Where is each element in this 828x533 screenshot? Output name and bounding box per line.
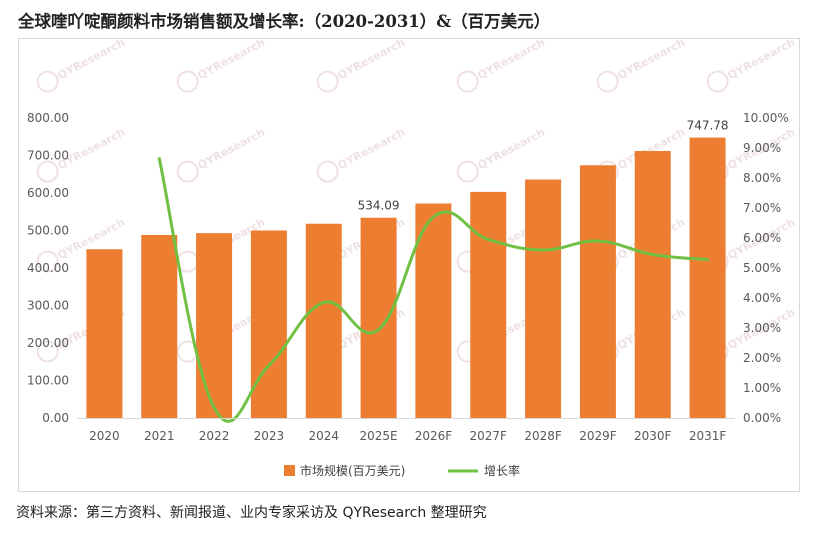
y-left-tick-label: 0.00: [42, 411, 69, 425]
y-left-tick-label: 700.00: [27, 149, 69, 163]
x-tick-label: 2025E: [360, 429, 398, 443]
legend: 市场规模(百万美元) 增长率: [284, 463, 520, 478]
combo-chart: QYResearch QYResearch QYResearch QYResearch…: [27, 36, 797, 478]
legend-swatch-bar: [284, 465, 295, 476]
y-right-tick-label: 4.00%: [743, 291, 781, 305]
y-right-tick-label: 1.00%: [743, 381, 781, 395]
bar-2025E: [360, 217, 397, 418]
legend-label-bar: 市场规模(百万美元): [300, 463, 405, 478]
watermark-logo-icon: [596, 70, 619, 93]
bar-2026F: [415, 203, 452, 418]
watermark-text: QYResearch: [475, 36, 547, 82]
watermark-text: QYResearch: [615, 36, 687, 82]
x-tick-label: 2030F: [634, 429, 672, 443]
watermark: QYResearch: [316, 126, 407, 183]
watermark-logo-icon: [316, 70, 339, 93]
watermark-logo-icon: [36, 160, 59, 183]
x-tick-label: 2020: [89, 429, 120, 443]
y-right-tick-label: 7.00%: [743, 201, 781, 215]
bar-2020: [86, 249, 123, 418]
watermark-logo-icon: [36, 340, 59, 363]
watermark: QYResearch: [176, 126, 267, 183]
watermark: QYResearch: [706, 36, 797, 93]
watermark-text: QYResearch: [335, 36, 407, 82]
bar-2031F: [689, 137, 726, 418]
chart-title: 全球喹吖啶酮颜料市场销售额及增长率:（2020-2031）&（百万美元）: [18, 12, 551, 31]
x-tick-label: 2024: [308, 429, 339, 443]
watermark-logo-icon: [456, 160, 479, 183]
watermark-logo-icon: [176, 70, 199, 93]
watermark-logo-icon: [706, 70, 729, 93]
bar-data-label: 747.78: [687, 119, 729, 133]
bar-2027F: [470, 191, 507, 418]
bar-2024: [305, 223, 342, 418]
bar-2022: [196, 233, 233, 418]
watermark: QYResearch: [176, 36, 267, 93]
watermark: QYResearch: [456, 126, 547, 183]
y-right-tick-label: 0.00%: [743, 411, 781, 425]
y-right-tick-label: 10.00%: [743, 111, 789, 125]
bar-data-label: 534.09: [358, 199, 400, 213]
growth-rate-line: [157, 157, 710, 423]
bar-2029F: [579, 165, 616, 418]
line-series: [157, 157, 710, 423]
watermark-text: QYResearch: [475, 126, 547, 172]
y-right-tick-label: 6.00%: [743, 231, 781, 245]
watermark-logo-icon: [36, 70, 59, 93]
watermark-text: QYResearch: [55, 36, 127, 82]
bar-2021: [141, 235, 178, 418]
x-tick-label: 2021: [144, 429, 175, 443]
y-left-tick-label: 200.00: [27, 336, 69, 350]
y-right-tick-label: 5.00%: [743, 261, 781, 275]
bar-2023: [250, 230, 287, 418]
x-tick-label: 2027F: [470, 429, 508, 443]
watermark-text: QYResearch: [725, 36, 797, 82]
x-tick-label: 2026F: [415, 429, 453, 443]
legend-label-line: 增长率: [484, 463, 520, 478]
bar-series: [86, 137, 726, 418]
y-left-tick-label: 100.00: [27, 374, 69, 388]
source-note: 资料来源：第三方资料、新闻报道、业内专家采访及 QYResearch 整理研究: [16, 505, 487, 521]
data-labels: 534.09 747.78: [358, 119, 729, 213]
watermark: QYResearch: [456, 36, 547, 93]
y-left-tick-label: 300.00: [27, 299, 69, 313]
x-tick-label: 2023: [254, 429, 285, 443]
x-tick-label: 2022: [199, 429, 230, 443]
chart-frame: [18, 38, 800, 492]
watermark-logo-icon: [176, 160, 199, 183]
x-tick-label: 2031F: [689, 429, 727, 443]
watermark-text: QYResearch: [335, 126, 407, 172]
watermark: QYResearch: [596, 36, 687, 93]
watermark-logo-icon: [316, 160, 339, 183]
y-right-tick-label: 9.00%: [743, 141, 781, 155]
watermark: QYResearch: [316, 36, 407, 93]
y-left-tick-label: 500.00: [27, 224, 69, 238]
x-tick-label: 2028F: [524, 429, 562, 443]
y-right-tick-label: 8.00%: [743, 171, 781, 185]
bar-2028F: [525, 179, 562, 418]
watermark-logo-icon: [36, 250, 59, 273]
y-right-tick-label: 3.00%: [743, 321, 781, 335]
watermark-logo-icon: [456, 70, 479, 93]
y-left-tick-label: 800.00: [27, 111, 69, 125]
axes: 0.00 100.00 200.00 300.00 400.00 500.00 600.00…: [27, 111, 789, 443]
watermark-text: QYResearch: [195, 36, 267, 82]
watermark-text: QYResearch: [195, 126, 267, 172]
y-left-tick-label: 400.00: [27, 261, 69, 275]
bar-2030F: [634, 151, 671, 418]
watermark: QYResearch: [36, 36, 127, 93]
y-left-tick-label: 600.00: [27, 186, 69, 200]
y-right-tick-label: 2.00%: [743, 351, 781, 365]
x-tick-label: 2029F: [579, 429, 617, 443]
